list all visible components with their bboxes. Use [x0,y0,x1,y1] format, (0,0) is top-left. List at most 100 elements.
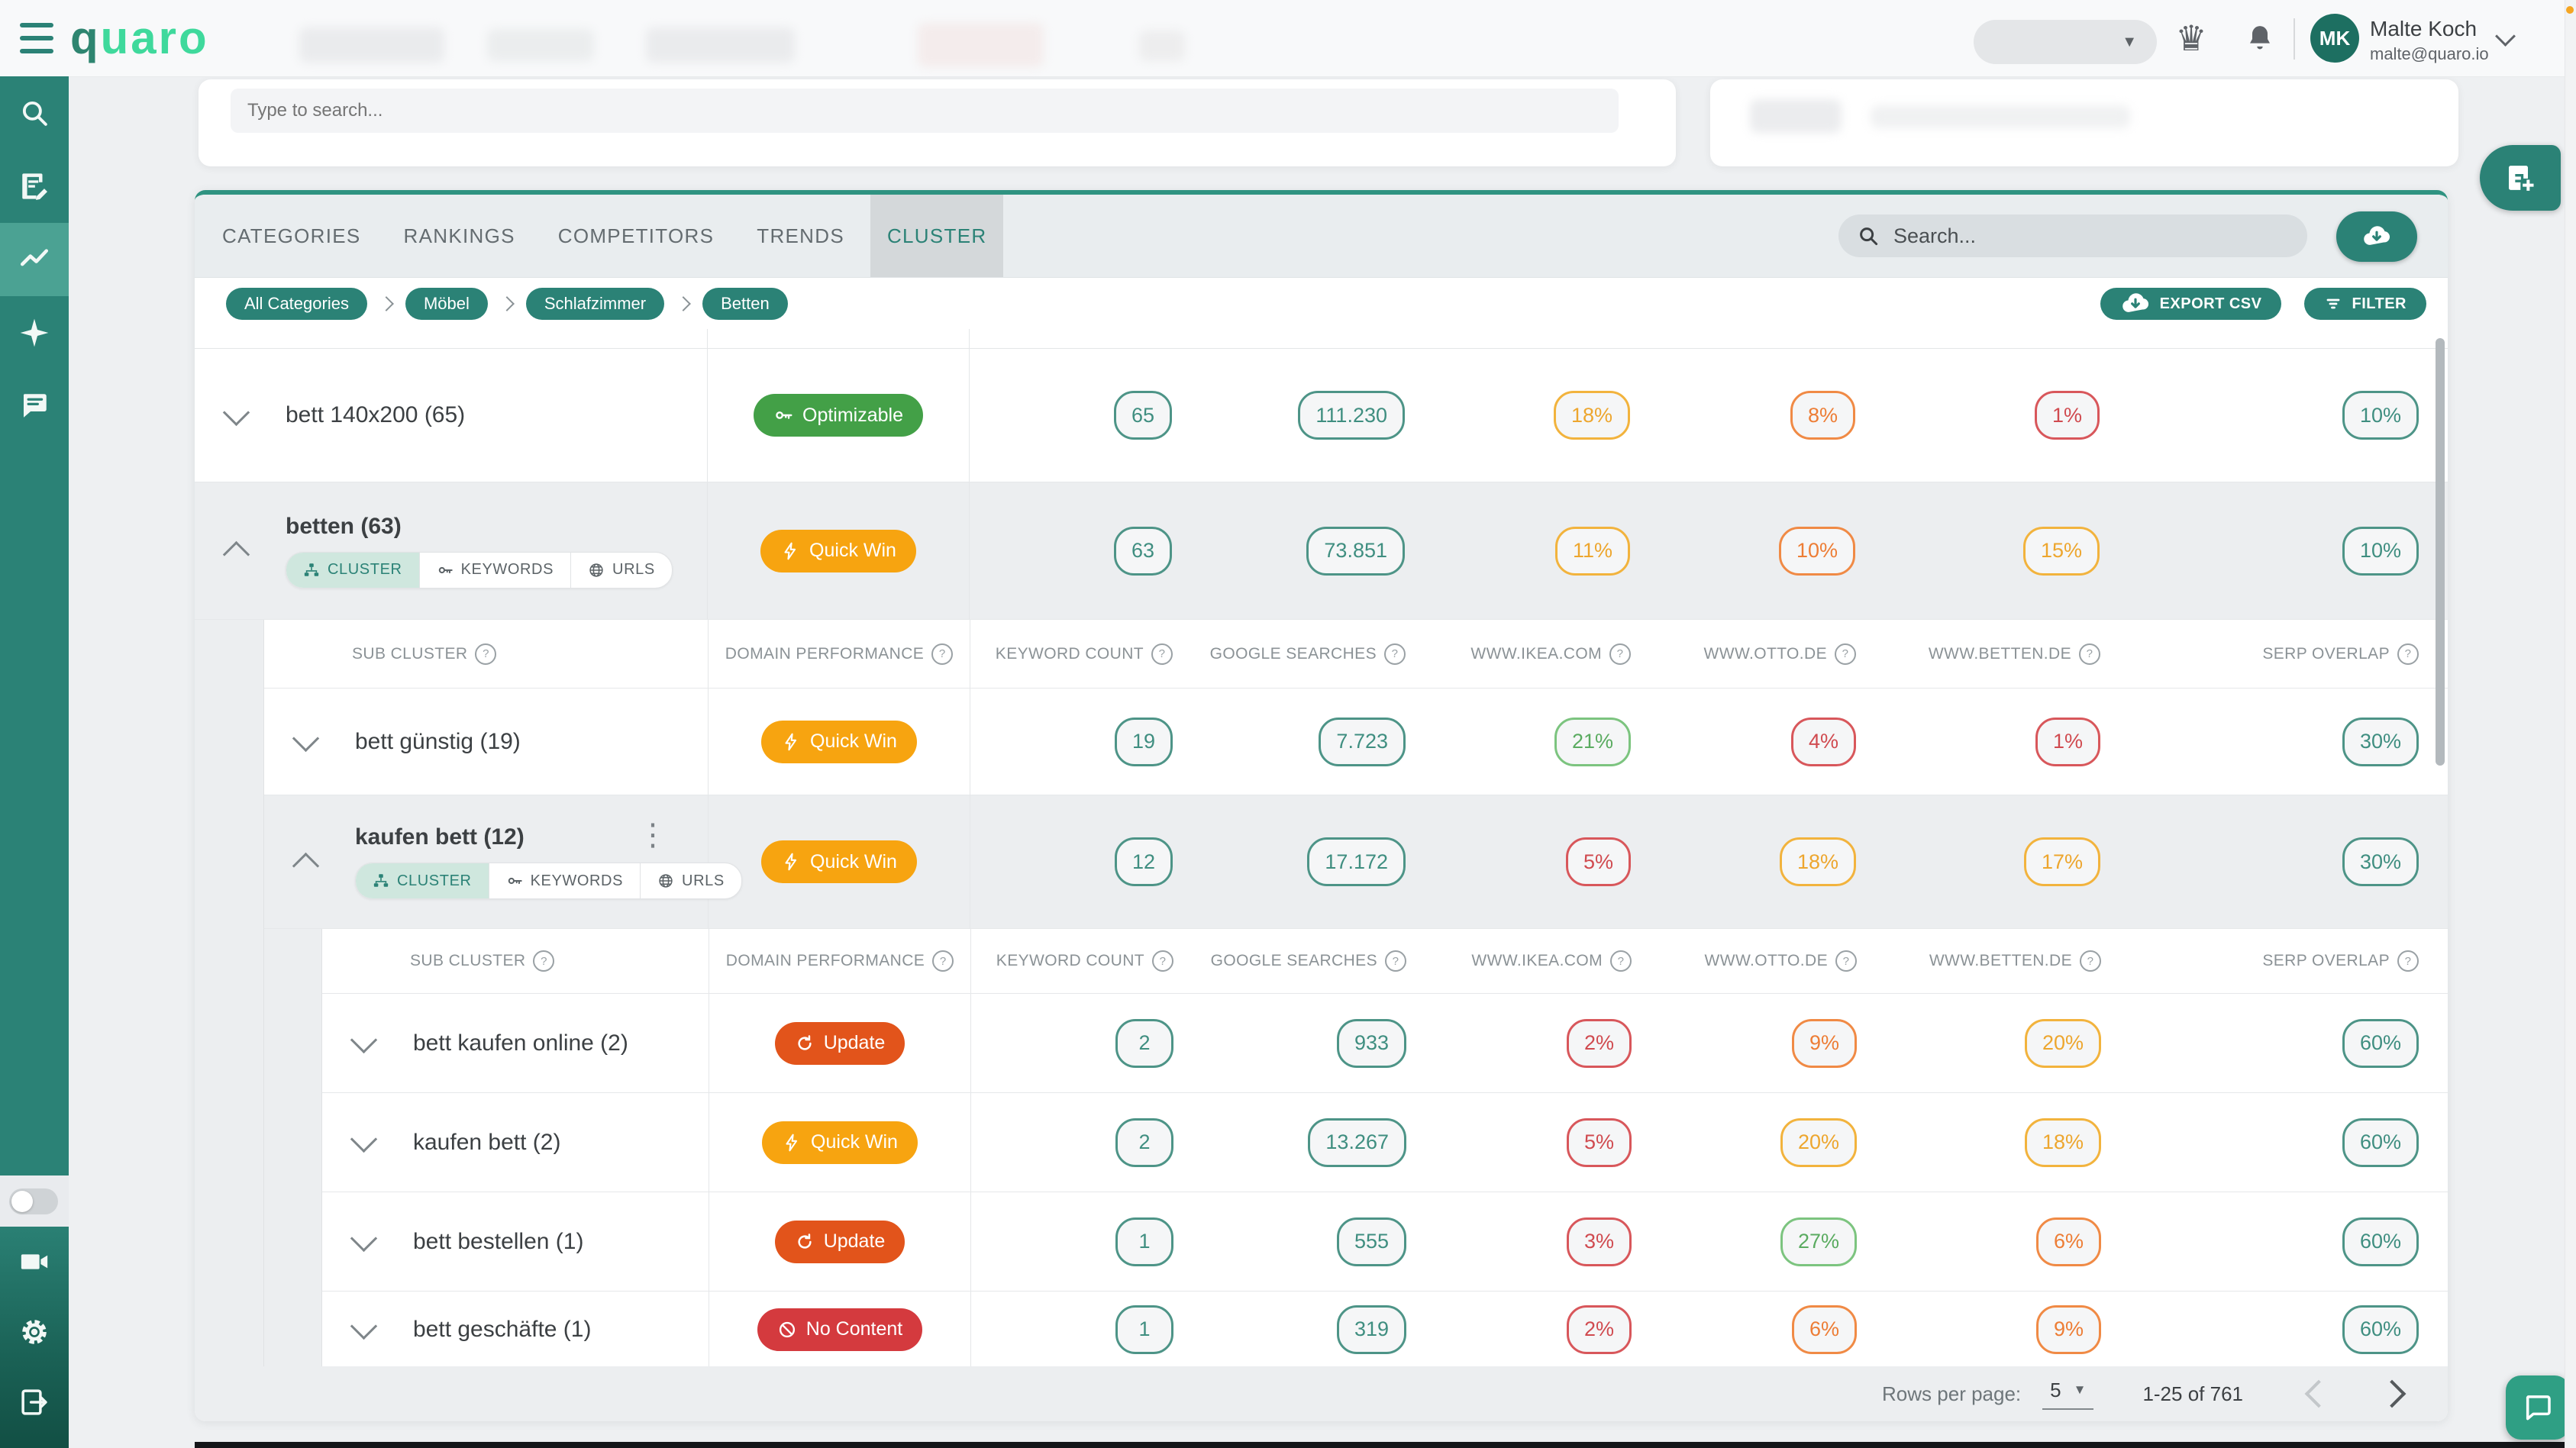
metric-cell: 15% [1863,482,2107,619]
help-icon[interactable]: ? [931,643,954,665]
column-header: SUB CLUSTER? [322,929,709,993]
key-icon [506,872,523,889]
breadcrumb-item[interactable]: Betten [702,287,788,320]
collapse-chevron-icon[interactable] [292,852,320,879]
sidebar-item-logout[interactable] [0,1367,69,1437]
domain-performance-cell: Quick Win [708,482,970,619]
metric-pill: 20% [1780,1117,1857,1167]
table-row[interactable]: kaufen bett (12) CLUSTER KEYWORDS URLS ⋮ Quic… [195,795,2448,929]
tab-trends[interactable]: TRENDS [757,224,844,247]
metric-pill: 60% [2342,1018,2419,1068]
column-header: WWW.BETTEN.DE? [1864,929,2109,993]
quick-search-input[interactable] [231,89,1619,133]
table-row[interactable]: bett günstig (19) Quick Win 19 7.723 21% 4% 1%… [195,689,2448,795]
sidebar-item-chat[interactable] [0,369,69,443]
sidebar-toggle-strip [0,1175,69,1227]
expand-chevron-icon[interactable] [350,1224,378,1253]
table-scrollbar[interactable] [2436,338,2445,766]
toggle-keywords[interactable]: KEYWORDS [420,552,572,588]
help-icon[interactable]: ? [1151,643,1173,665]
breadcrumb-item[interactable]: Schlafzimmer [525,287,665,320]
toggle-urls[interactable]: URLS [571,553,672,588]
help-icon[interactable]: ? [932,950,954,972]
expand-chevron-icon[interactable] [350,1026,378,1054]
sidebar-item-sparkle[interactable] [0,296,69,369]
help-icon[interactable]: ? [2397,950,2419,972]
blurred-nav-item [646,27,795,63]
avatar[interactable]: MK [2310,14,2359,63]
help-icon[interactable]: ? [475,643,497,665]
row-title: bett günstig (19) [355,728,521,754]
help-icon[interactable]: ? [1835,643,1856,665]
table-row[interactable]: bett geschäfte (1) No Content 1 319 2% 6% 9% 60… [195,1292,2448,1366]
hamburger-menu-icon[interactable] [20,23,53,53]
metric-cell: 65 [970,349,1180,482]
page-scrollbar[interactable] [2565,0,2576,1448]
sidebar-item-gear[interactable] [0,1297,69,1367]
panel-search-input[interactable] [1892,223,2261,249]
next-page-button[interactable] [2377,1379,2407,1408]
tab-rankings[interactable]: RANKINGS [403,224,515,247]
key-icon [773,405,793,425]
metric-pill: 60% [2342,1304,2419,1354]
metric-pill: 27% [1780,1217,1857,1266]
chat-fab[interactable] [2506,1375,2570,1440]
help-icon[interactable]: ? [1385,950,1406,972]
previous-page-button[interactable] [2304,1379,2333,1408]
help-icon[interactable]: ? [1835,950,1857,972]
breadcrumb-item[interactable]: All Categories [226,287,367,320]
row-menu-button[interactable]: ⋮ [638,818,668,852]
table-row[interactable]: bett kaufen online (2) Update 2 933 2% 9% 20% 6… [195,994,2448,1093]
sidebar-item-note-edit[interactable] [0,150,69,223]
metric-cell: 20% [1639,1093,1864,1192]
toggle-urls[interactable]: URLS [641,863,741,898]
sidebar-item-trend-chart[interactable] [0,223,69,296]
help-icon[interactable]: ? [1610,950,1632,972]
metric-pill: 555 [1336,1217,1406,1266]
workspace-dropdown[interactable]: ▼ [1974,20,2157,64]
expand-chevron-icon[interactable] [292,724,320,753]
table-row[interactable]: bett bestellen (1) Update 1 555 3% 27% 6% 60% [195,1192,2448,1292]
filter-button[interactable]: FILTER [2304,288,2426,320]
expand-chevron-icon[interactable] [350,1125,378,1153]
sidebar-item-videocam[interactable] [0,1227,69,1297]
status-badge: Quick Win [760,529,916,572]
create-note-button[interactable] [2480,145,2561,211]
tab-competitors[interactable]: COMPETITORS [557,224,715,247]
expand-chevron-icon[interactable] [350,1312,378,1340]
rows-per-page-select[interactable]: 5 ▼ [2042,1379,2094,1410]
metric-cell: 17% [1864,795,2108,928]
breadcrumb-item[interactable]: Möbel [405,287,488,320]
indent-gutter [195,1093,264,1192]
table-row[interactable]: bett 140x200 (65) Optimizable 65 111.230 18%… [195,349,2448,482]
bell-icon[interactable] [2237,0,2283,76]
help-icon[interactable]: ? [1609,643,1631,665]
expand-chevron-icon[interactable] [222,398,250,426]
tab-categories[interactable]: CATEGORIES [222,224,361,247]
help-icon[interactable]: ? [1384,643,1406,665]
help-icon[interactable]: ? [2397,643,2419,665]
help-icon[interactable]: ? [2080,950,2101,972]
toggle-keywords[interactable]: KEYWORDS [489,863,641,898]
export-csv-button[interactable]: EXPORT CSV [2100,288,2282,320]
toggle-cluster[interactable]: CLUSTER [356,863,489,898]
toggle-cluster[interactable]: CLUSTER [286,552,420,588]
help-icon[interactable]: ? [1152,950,1173,972]
metric-cell: 60% [2109,1192,2448,1291]
tab-cluster[interactable]: CLUSTER [870,195,1004,277]
table-row[interactable]: kaufen bett (2) Quick Win 2 13.267 5% 20% 18% 6… [195,1093,2448,1192]
metric-pill: 5% [1566,1117,1632,1167]
download-button[interactable] [2336,211,2417,262]
blurred-content [1750,99,1842,133]
sidebar-item-search[interactable] [0,76,69,150]
theme-toggle[interactable] [9,1188,58,1214]
chevron-down-icon[interactable] [2495,26,2516,47]
table-row[interactable]: betten (63) CLUSTER KEYWORDS URLS Quick Win 6… [195,482,2448,620]
help-icon[interactable]: ? [2079,643,2100,665]
crown-icon[interactable]: ♛ [2175,18,2207,58]
collapse-chevron-icon[interactable] [222,540,250,569]
search-icon [18,97,50,129]
help-icon[interactable]: ? [533,950,555,972]
videocam-icon [18,1246,50,1278]
indent-gutter [264,994,322,1093]
